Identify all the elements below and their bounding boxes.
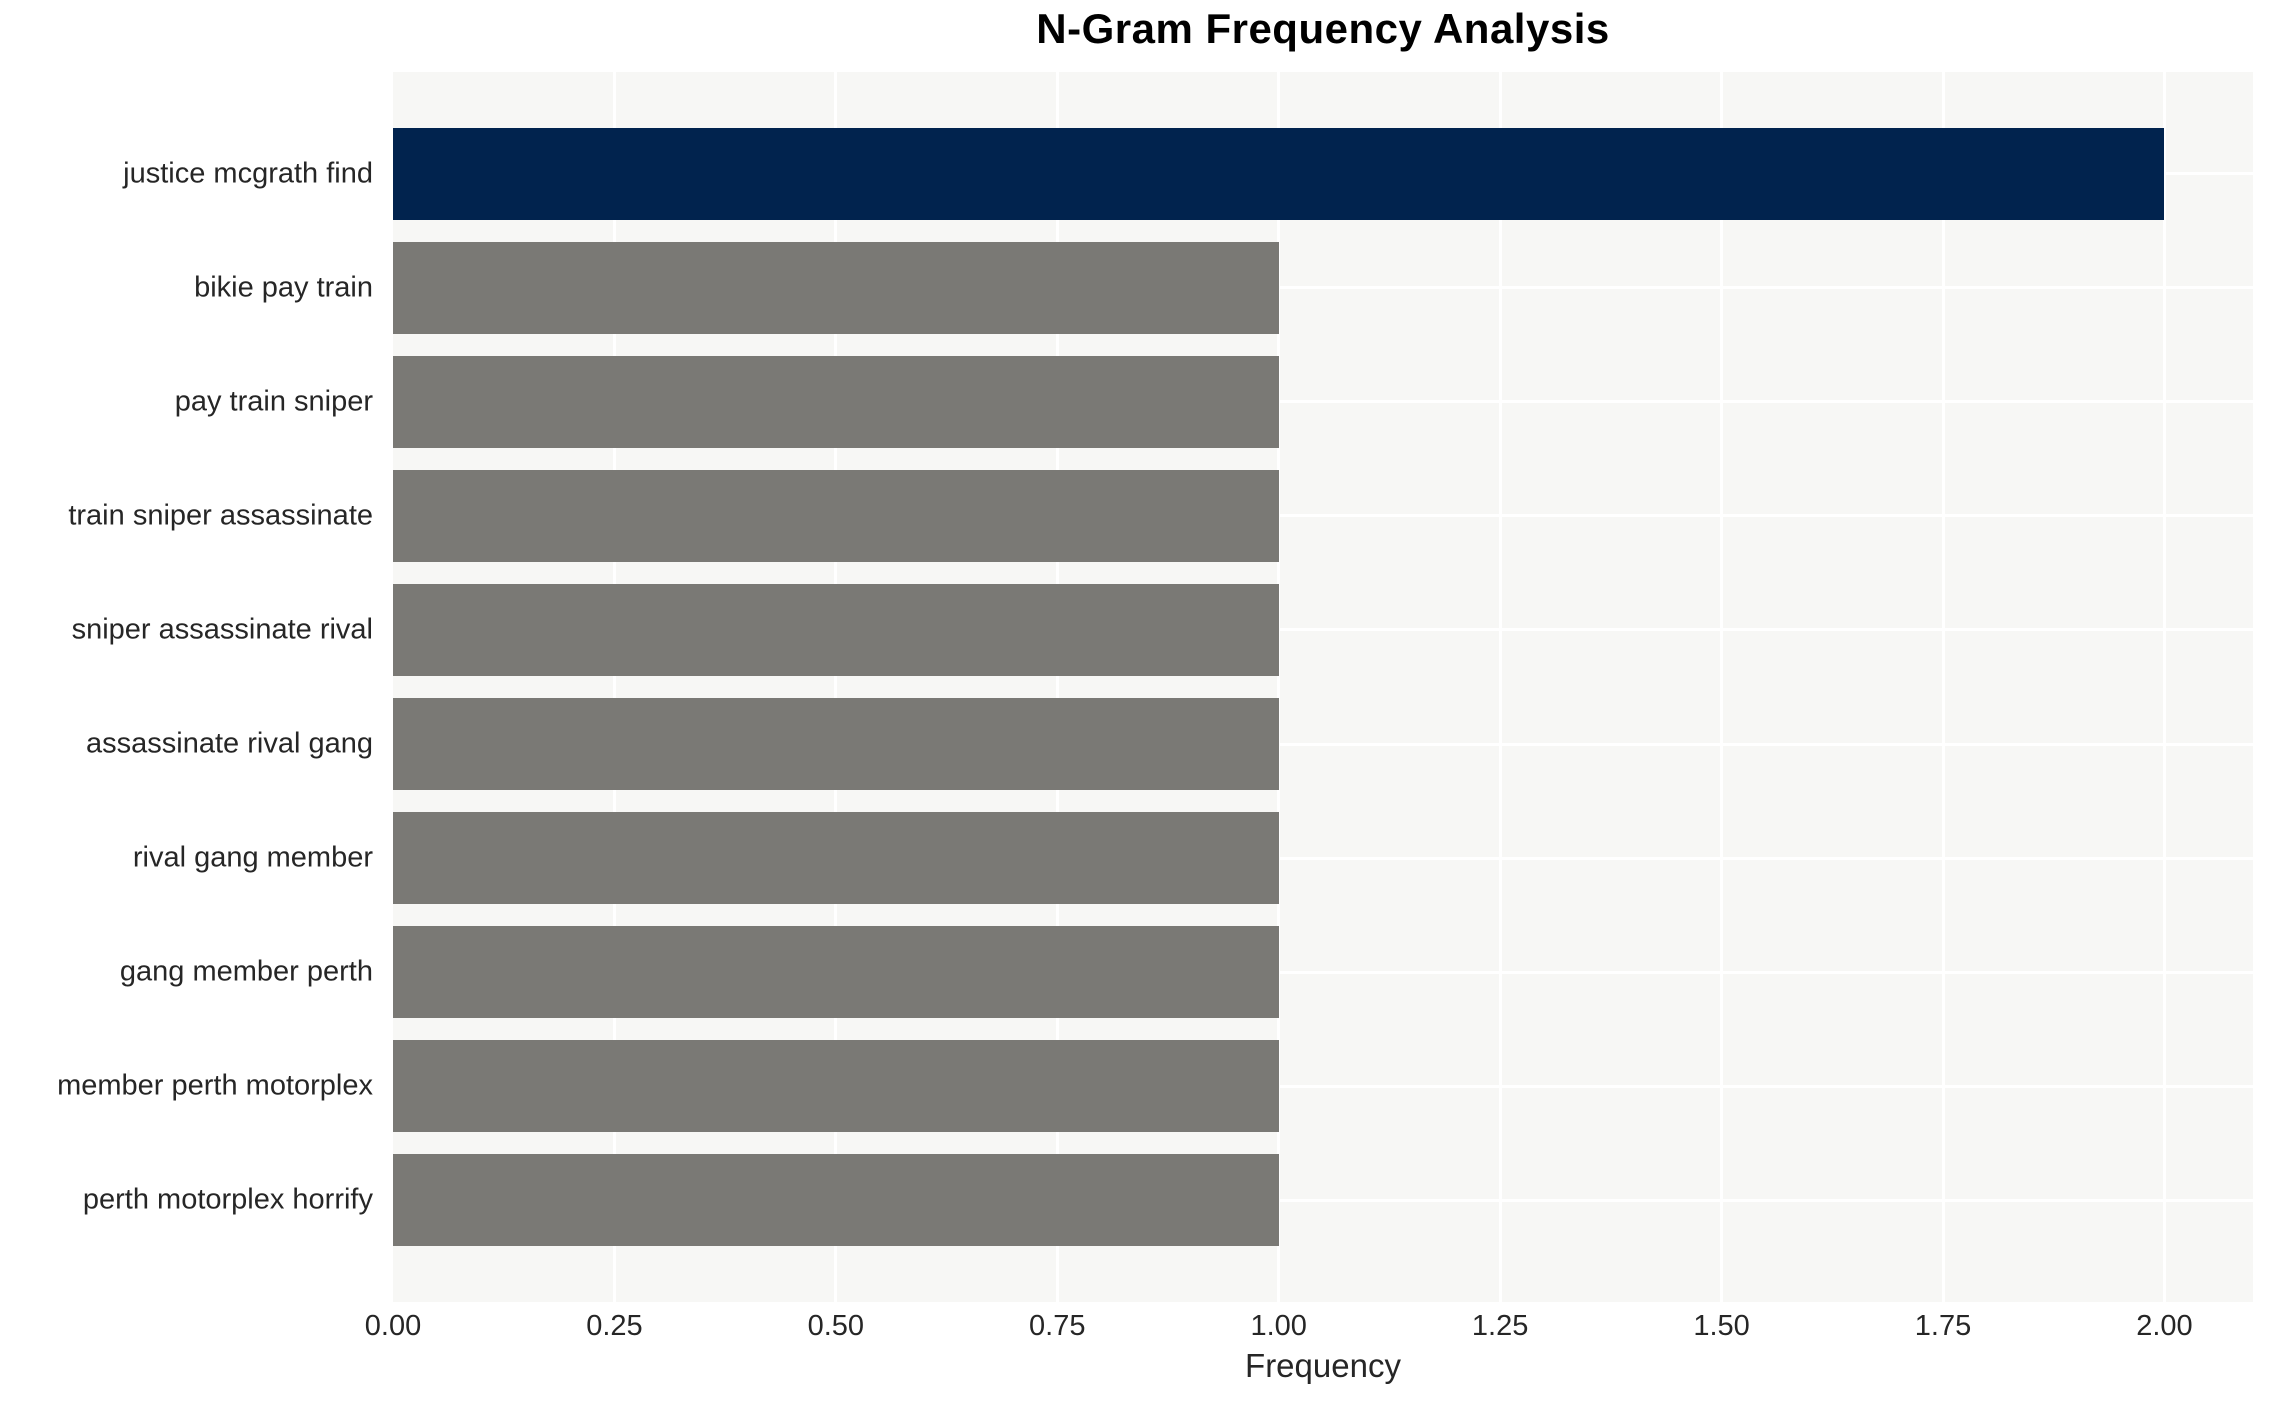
gridline-vertical [834,72,838,1302]
y-tick-label: train sniper assassinate [68,499,373,532]
gridline-vertical [1055,72,1059,1302]
x-tick-label: 0.75 [1029,1310,1086,1342]
gridline-vertical [612,72,616,1302]
gridline-horizontal [393,400,2253,404]
gridline-vertical [1941,72,1945,1302]
bar [393,926,1279,1018]
gridline-horizontal [393,286,2253,290]
bar [393,584,1279,676]
bar [393,698,1279,790]
x-tick-label: 1.75 [1914,1310,1972,1342]
y-tick-label: justice mcgrath find [123,157,373,190]
gridline-vertical [1498,72,1502,1302]
x-tick-label: 1.00 [1250,1310,1307,1342]
x-tick-label: 2.00 [2136,1310,2193,1342]
x-tick-label: 1.50 [1693,1310,1750,1342]
bar [393,241,1279,334]
x-axis-ticks: 0.00 0.25 0.50 0.75 1.00 1.25 1.50 1.75 2.00 [365,1310,2253,1350]
gridline-horizontal [393,970,2253,974]
bar [393,470,1279,562]
y-tick-label: perth motorplex horrify [82,1183,373,1216]
y-axis-labels: justice mcgrath find bikie pay train pay t… [0,72,383,1302]
bar [393,1154,1279,1247]
x-tick-label: 0.00 [364,1310,422,1342]
gridline-horizontal [393,856,2253,860]
y-tick-label: sniper assassinate rival [71,613,373,646]
y-tick-label: assassinate rival gang [86,727,373,760]
x-tick-label: 0.25 [586,1310,643,1342]
gridline-horizontal [393,1084,2253,1088]
chart-title: N-Gram Frequency Analysis [1036,5,1610,52]
y-tick-label: gang member perth [119,955,373,988]
x-axis-label: Frequency [1245,1347,1401,1384]
gridline-vertical [2162,72,2166,1302]
y-tick-label: rival gang member [132,841,373,874]
gridline-horizontal [393,628,2253,632]
bar [393,812,1279,904]
gridline-horizontal [393,514,2253,518]
y-tick-label: pay train sniper [174,385,373,418]
gridline-horizontal [393,1198,2253,1202]
gridline-horizontal [393,742,2253,746]
gridline-vertical [1720,72,1724,1302]
bar [393,1040,1279,1132]
gridline-vertical [1277,72,1281,1302]
x-tick-label: 1.25 [1471,1310,1529,1342]
bar [393,356,1279,448]
bar [393,127,2165,220]
y-tick-label: bikie pay train [194,271,373,304]
x-tick-label: 0.50 [807,1310,865,1342]
plot-area [393,72,2253,1302]
y-tick-label: member perth motorplex [57,1069,373,1102]
